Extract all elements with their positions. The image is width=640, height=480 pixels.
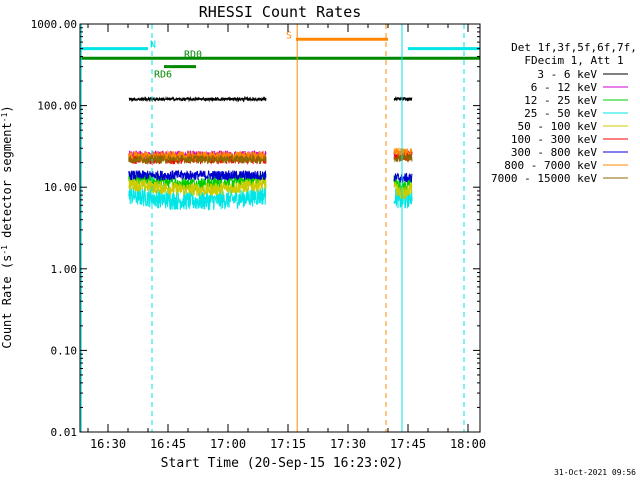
- legend-entry-label: 100 - 300 keV: [511, 133, 597, 146]
- axes-layer: 0.01 0.10 1.00 10.00 100.00 1000.00 16:30 16:45…: [31, 18, 486, 451]
- legend: Det 1f,3f,5f,6f,7f, FDecim 1, Att 1 3 - …: [491, 41, 637, 185]
- legend-entry-label: 7000 - 15000 keV: [491, 172, 597, 185]
- legend-entry-label: 3 - 6 keV: [537, 68, 597, 81]
- legend-entry-label: 800 - 7000 keV: [504, 159, 597, 172]
- y-axis-label: Count Rate (s-1 detector segment-1): [0, 105, 14, 348]
- x-tick-label: 18:00: [450, 437, 486, 451]
- chart-title: RHESSI Count Rates: [199, 3, 362, 21]
- flag-label: RD6: [154, 70, 172, 81]
- x-tick-label: 17:45: [390, 437, 426, 451]
- legend-entry-label: 12 - 25 keV: [524, 94, 597, 107]
- y-tick-label: 0.01: [51, 426, 78, 439]
- legend-entry-label: 50 - 100 keV: [518, 120, 598, 133]
- flag-label: RD0: [184, 49, 202, 60]
- y-tick-label: 100.00: [37, 100, 77, 113]
- y-tick-label: 0.10: [51, 344, 78, 357]
- flag-label: N: [150, 40, 156, 51]
- x-axis-label: Start Time (20-Sep-15 16:23:02): [161, 456, 404, 471]
- x-tick-label: 16:45: [150, 437, 186, 451]
- x-tick-label: 17:00: [210, 437, 246, 451]
- series-line: [128, 177, 413, 200]
- flag-label: S: [286, 30, 292, 41]
- y-tick-label: 1000.00: [31, 18, 77, 31]
- y-tick-label: 1.00: [51, 263, 78, 276]
- legend-entry-label: 300 - 800 keV: [511, 146, 597, 159]
- legend-header-line-1: Det 1f,3f,5f,6f,7f,: [511, 41, 637, 54]
- legend-header-line-2: FDecim 1, Att 1: [524, 54, 623, 67]
- footer-timestamp: 31-Oct-2021 09:56: [554, 468, 636, 477]
- y-tick-label: 10.00: [44, 181, 77, 194]
- x-tick-label: 17:15: [270, 437, 306, 451]
- legend-entry-label: 6 - 12 keV: [531, 81, 598, 94]
- x-tick-label: 16:30: [90, 437, 126, 451]
- legend-entry-label: 25 - 50 keV: [524, 107, 597, 120]
- x-tick-label: 17:30: [330, 437, 366, 451]
- plot-frame: [79, 23, 481, 433]
- data-layer: N S RD0 RD6: [80, 24, 480, 432]
- series-line: [128, 95, 413, 103]
- series-line: [128, 153, 413, 166]
